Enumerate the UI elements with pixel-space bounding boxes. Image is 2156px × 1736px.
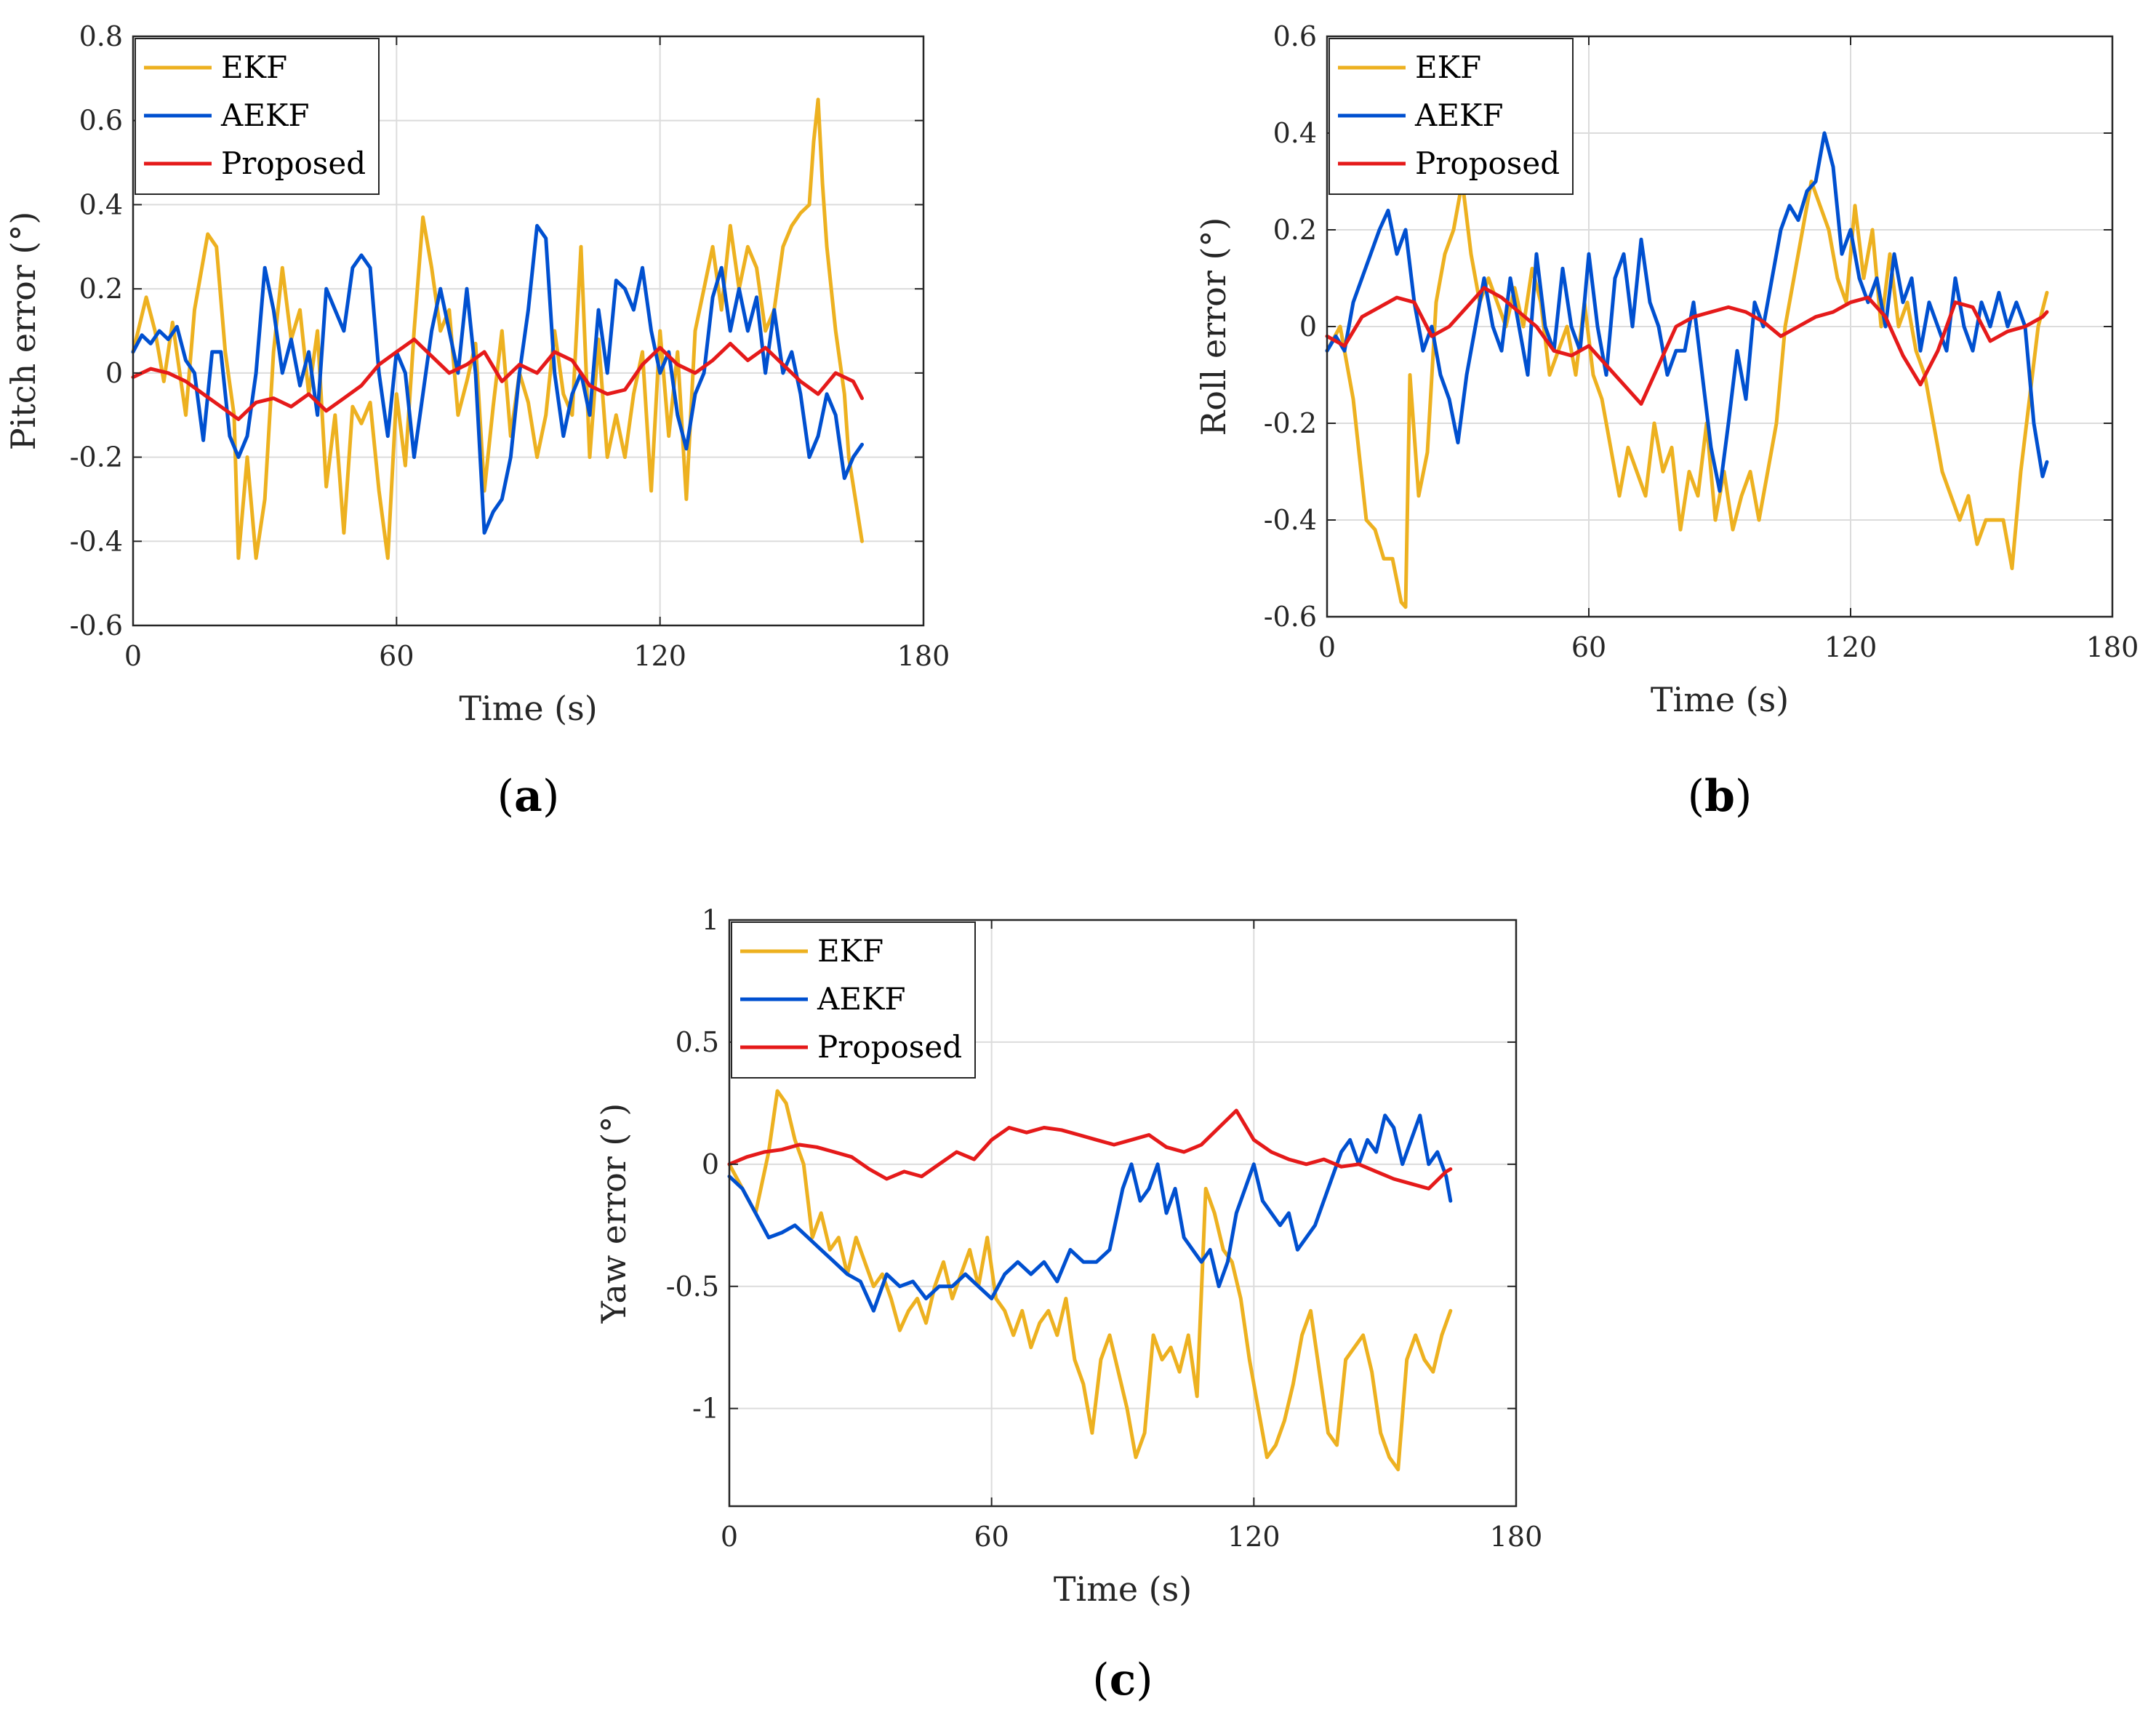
panel-label: (a) [497, 771, 560, 822]
legend-entry-aekf: AEKF [1414, 97, 1504, 133]
x-tick-label: 60 [974, 1521, 1009, 1553]
x-axis-label: Time (s) [1651, 680, 1789, 719]
legend: EKF AEKF Proposed [1329, 38, 1574, 195]
y-tick-label: 0.4 [79, 188, 123, 220]
x-tick-label: 120 [633, 640, 686, 672]
series-line-aekf [727, 1113, 1453, 1313]
series-line-proposed [727, 1108, 1453, 1191]
y-tick-label: -0.4 [70, 525, 123, 557]
x-tick-label: 180 [2086, 631, 2139, 663]
panel-letter: b [1704, 771, 1735, 822]
chart-panel-a: 0 60 120 180 -0.6 -0.4 -0.2 0 0.2 0.4 0.6 0.8 Time (… [4, 20, 950, 822]
legend-entry-proposed: Proposed [1415, 145, 1560, 181]
y-tick-label: 0.2 [1273, 214, 1317, 246]
legend-entry-ekf: EKF [221, 49, 287, 85]
y-tick-label: -0.5 [666, 1271, 719, 1303]
x-tick-label: 0 [124, 640, 142, 672]
y-tick-label: 0.4 [1273, 117, 1317, 149]
series-line-ekf [727, 1089, 1453, 1472]
y-axis-label: Yaw error (°) [594, 1103, 633, 1324]
legend-entry-ekf: EKF [817, 933, 883, 969]
y-tick-label: -1 [692, 1393, 719, 1425]
y-tick-label: -0.4 [1264, 504, 1317, 536]
series-line-proposed [131, 337, 864, 421]
y-tick-label: 0.6 [1273, 20, 1317, 52]
legend-entry-aekf: AEKF [220, 97, 310, 133]
y-tick-label: 0.6 [79, 105, 123, 137]
series-line-aekf [1325, 131, 2049, 493]
series-line-ekf [131, 97, 864, 560]
chart-panel-b: 0 60 120 180 -0.6 -0.4 -0.2 0 0.2 0.4 0.6 Time (s) R… [1194, 20, 2139, 822]
panel-letter: a [514, 771, 542, 822]
x-tick-label: 60 [1571, 631, 1606, 663]
x-tick-label: 180 [1490, 1521, 1543, 1553]
x-tick-label: 0 [721, 1521, 738, 1553]
x-axis-label: Time (s) [1054, 1569, 1192, 1609]
legend-entry-ekf: EKF [1415, 49, 1481, 85]
y-axis-label: Roll error (°) [1194, 217, 1233, 436]
panel-label: (b) [1688, 771, 1752, 822]
panel-label: (c) [1092, 1655, 1153, 1705]
series-line-proposed [1325, 286, 2049, 406]
y-tick-label: -0.2 [70, 441, 123, 473]
x-tick-label: 120 [1227, 1521, 1281, 1553]
panel-letter: c [1110, 1655, 1137, 1705]
y-tick-label: 0.2 [79, 273, 123, 305]
x-tick-label: 60 [379, 640, 414, 672]
legend: EKF AEKF Proposed [135, 38, 380, 195]
x-axis-label: Time (s) [459, 689, 597, 728]
y-tick-label: 0.5 [676, 1026, 719, 1058]
x-tick-label: 0 [1318, 631, 1336, 663]
x-tick-label: 180 [897, 640, 950, 672]
y-axis-label: Pitch error (°) [4, 212, 43, 451]
y-tick-label: -0.6 [1264, 601, 1317, 633]
legend-entry-proposed: Proposed [221, 145, 366, 181]
series-line-ekf [1325, 180, 2049, 609]
y-tick-label: -0.2 [1264, 407, 1317, 439]
y-tick-label: 1 [702, 904, 719, 936]
y-tick-label: 0 [105, 357, 123, 389]
legend: EKF AEKF Proposed [731, 921, 976, 1079]
series-line-aekf [131, 223, 864, 535]
x-tick-label: 120 [1824, 631, 1878, 663]
legend-entry-aekf: AEKF [817, 981, 906, 1017]
legend-entry-proposed: Proposed [817, 1029, 962, 1065]
y-tick-label: -0.6 [70, 609, 123, 641]
y-tick-label: 0.8 [79, 20, 123, 52]
chart-panel-c: 0 60 120 180 -1 -0.5 0 0.5 1 Time (s) Yaw error (°… [594, 904, 1542, 1705]
y-tick-label: 0 [1299, 311, 1317, 343]
axes-box [728, 919, 1518, 1508]
axes-box [132, 35, 925, 627]
y-tick-label: 0 [702, 1148, 719, 1180]
